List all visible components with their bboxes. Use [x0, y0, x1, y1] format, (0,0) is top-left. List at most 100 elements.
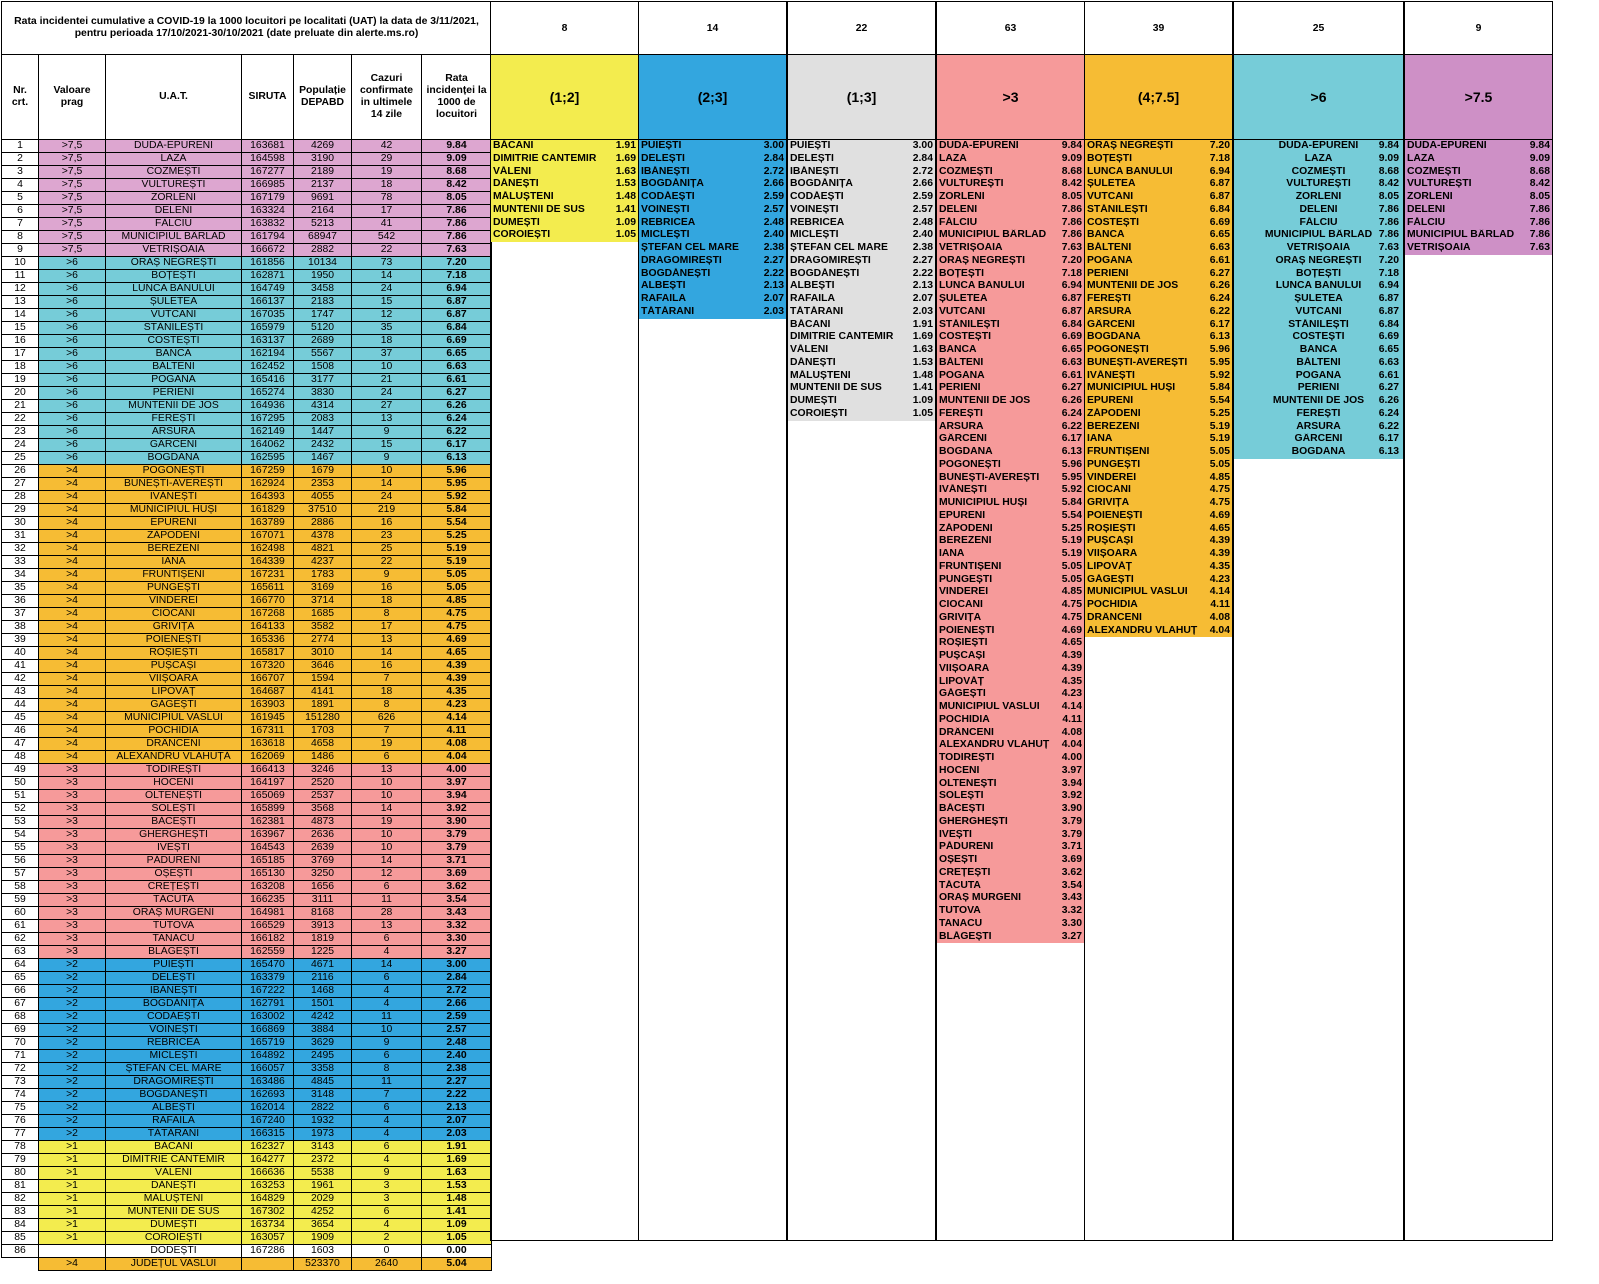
cell-rate: 3.90	[420, 815, 493, 829]
cell-population: 4141	[293, 685, 352, 699]
table-row: 40 >4 ROȘIEȘTI 165817 3010 14 4.65	[1, 646, 493, 660]
group-item-rate: 2.38	[763, 242, 784, 253]
table-row: 79 >1 DIMITRIE CANTEMIR 164277 2372 4 1.69	[1, 1153, 493, 1167]
table-row: 77 >2 TĂTĂRANI 166315 1973 4 2.03	[1, 1127, 493, 1141]
cell-rate: 4.04	[420, 750, 493, 764]
cell-cases: 29	[351, 152, 422, 166]
group-item: POCHIDIA 4.11	[1085, 599, 1232, 612]
cell-siruta: 167071	[241, 529, 294, 543]
cell-cases: 21	[351, 373, 422, 387]
table-row: 2 >7,5 LAZA 164598 3190 29 9.09	[1, 152, 493, 166]
group-item: VETRIȘOAIA 7.63	[1234, 242, 1403, 255]
group-item: TĂTĂRANI 2.03	[639, 305, 786, 319]
group-item: BANCA 6.65	[1234, 344, 1403, 357]
cell-siruta: 167231	[241, 568, 294, 582]
cell-threshold: >2	[38, 1127, 106, 1141]
group-item: PERIENI 6.27	[1234, 382, 1403, 395]
group-item: ROȘIEȘTI 4.65	[1085, 522, 1232, 536]
group-item: IBĂNEȘTI 2.72	[788, 165, 935, 179]
group-item: STĂNILEȘTI 6.84	[1085, 203, 1232, 217]
cell-siruta: 164393	[241, 490, 294, 504]
cell-population: 3358	[293, 1062, 352, 1076]
cell-siruta: 161945	[241, 711, 294, 725]
cell-rate: 6.63	[420, 360, 493, 374]
group-item: PERIENI 6.27	[1085, 267, 1232, 281]
group-item-name: STĂNILEȘTI	[1087, 203, 1148, 215]
cell-population: 4252	[293, 1205, 352, 1219]
group-item-rate: 7.63	[1061, 242, 1082, 253]
group-item: COSTEȘTI 6.69	[937, 331, 1084, 344]
cell-uat: MUNICIPIUL VASLUI	[105, 711, 242, 725]
cell-rate: 1.69	[420, 1153, 493, 1167]
cell-nr: 28	[1, 490, 39, 504]
cell-cases: 8	[351, 1062, 422, 1076]
cell-nr: 23	[1, 425, 39, 439]
group-count: 25	[1234, 2, 1403, 55]
cell-nr: 7	[1, 217, 39, 231]
incidence-table: Rata incidentei cumulative a COVID-19 la…	[0, 1, 493, 1271]
cell-nr: 2	[1, 152, 39, 166]
cell-nr: 81	[1, 1179, 39, 1193]
group-item: MUNTENII DE JOS 6.26	[937, 395, 1084, 408]
table-row: 55 >3 IVEȘTI 164543 2639 10 3.79	[1, 841, 493, 855]
group-item-name: LIPOVĂȚ	[939, 675, 985, 687]
group-item-name: MUNTENII DE JOS	[1087, 280, 1179, 292]
cell-rate: 5.54	[420, 516, 493, 530]
group-item-rate: 5.05	[1061, 573, 1082, 585]
group-item-name: PERIENI	[1087, 267, 1129, 279]
cell-rate: 6.27	[420, 386, 493, 400]
cell-nr: 15	[1, 321, 39, 335]
cell-rate: 1.48	[420, 1192, 493, 1206]
cell-population: 2495	[293, 1049, 352, 1063]
cell-threshold: >4	[38, 659, 106, 673]
cell-siruta: 163253	[241, 1179, 294, 1193]
group-item-rate: 3.79	[1061, 828, 1082, 840]
cell-population: 3582	[293, 620, 352, 634]
group-item-rate: 2.13	[912, 280, 933, 292]
cell-rate: 6.87	[420, 308, 493, 322]
cell-uat: BOGDANA	[105, 451, 242, 465]
cell-threshold: >4	[38, 542, 106, 556]
cell-cases: 17	[351, 204, 422, 218]
cell-rate: 2.07	[420, 1114, 493, 1128]
cell-nr: 76	[1, 1114, 39, 1128]
cell-rate: 7.18	[420, 269, 493, 283]
group-item-name: ȘTEFAN CEL MARE	[641, 242, 739, 253]
cell-cases: 4	[351, 997, 422, 1011]
group-item: DRAGOMIREȘTI 2.27	[639, 254, 786, 268]
table-row: 27 >4 BUNEȘTI-AVEREȘTI 162924 2353 14 5.95	[1, 477, 493, 491]
group-item-rate: 2.07	[912, 293, 933, 304]
group-item-name: VIIȘOARA	[1087, 548, 1138, 559]
group-item-name: BOGDANA	[1087, 331, 1141, 343]
group-item-name: ȘULETEA	[1087, 178, 1136, 190]
cell-cases: 78	[351, 191, 422, 205]
cell-cases: 9	[351, 451, 422, 465]
cell-cases: 22	[351, 555, 422, 569]
cell-uat: PERIENI	[105, 386, 242, 400]
group-item-name: EPURENI	[1087, 395, 1134, 406]
cell-rate: 2.57	[420, 1023, 493, 1037]
group-item-name: VULTUREȘTI	[1286, 178, 1351, 190]
cell-rate: 3.71	[420, 854, 493, 868]
cell-nr: 59	[1, 893, 39, 907]
cell-rate: 4.23	[420, 698, 493, 712]
cell-siruta: 163208	[241, 880, 294, 894]
cell-threshold: >4	[38, 672, 106, 686]
group-item-rate: 6.61	[1378, 369, 1399, 381]
group-item: GRIVIȚA 4.75	[1085, 497, 1232, 510]
cell-nr: 42	[1, 672, 39, 686]
cell-uat: BANCA	[105, 347, 242, 361]
group-item-name: MUNTENII DE JOS	[939, 395, 1031, 406]
group-item-name: ROȘIEȘTI	[939, 637, 988, 649]
group-item-name: PĂDURENI	[939, 841, 994, 853]
group-item-name: DRAGOMIREȘTI	[641, 254, 722, 266]
group-item-rate: 4.39	[1061, 650, 1082, 661]
group-column: 8 (1;2] BĂCANI 1.91 DIMITRIE CANTEMIR 1.69 VĂL…	[490, 1, 639, 1241]
cell-nr: 73	[1, 1075, 39, 1089]
table-row: 3 >7,5 COZMEȘTI 167277 2189 19 8.68	[1, 165, 493, 179]
cell-rate: 2.40	[420, 1049, 493, 1063]
cell-cases: 4	[351, 984, 422, 998]
cell-threshold: >2	[38, 1023, 106, 1037]
group-item-name: ORAȘ MURGENI	[939, 892, 1021, 904]
cell-nr: 85	[1, 1231, 39, 1245]
